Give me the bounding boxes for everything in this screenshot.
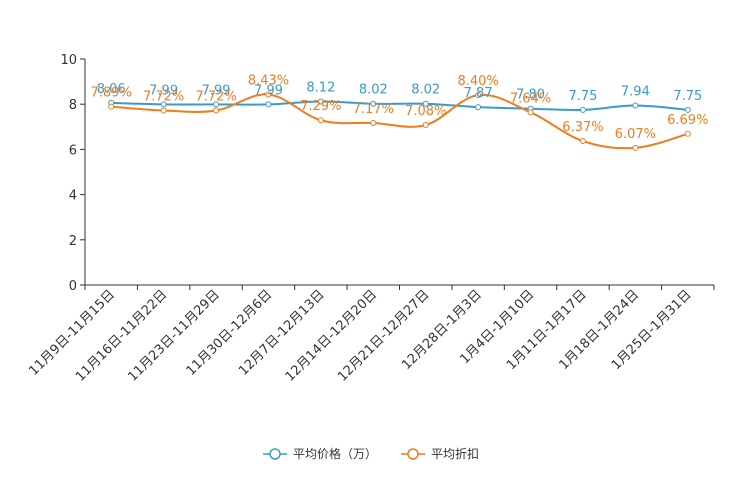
data-label: 6.37% — [562, 120, 603, 135]
y-tick-label: 2 — [69, 234, 77, 249]
data-point — [213, 101, 220, 108]
series-line-0 — [111, 100, 688, 111]
data-point — [370, 100, 377, 107]
x-tick-label: 11月9日-11月15日 — [26, 287, 118, 379]
data-point — [160, 101, 167, 108]
data-label: 7.08% — [405, 104, 446, 119]
series-layer — [108, 91, 691, 151]
series-line-1 — [111, 93, 689, 150]
data-point — [213, 107, 220, 114]
data-point — [160, 107, 167, 114]
data-label: 7.75 — [673, 89, 702, 104]
data-point — [475, 104, 482, 111]
data-label: 7.17% — [353, 102, 394, 117]
data-label: 8.40% — [457, 74, 498, 89]
data-label: 6.07% — [615, 127, 656, 142]
data-label: 7.72% — [195, 90, 236, 105]
data-labels: 8.06 7.99 7.99 7.99 8.12 8.02 8.02 7.87 7.80 7.75… — [91, 73, 709, 141]
data-point — [370, 119, 377, 126]
y-tick-label: 0 — [69, 279, 77, 294]
data-label: 7.75 — [568, 89, 597, 104]
y-tick-label: 8 — [69, 98, 77, 113]
x-tick-label: 11月23日-11月29日 — [125, 287, 222, 384]
y-tick-label: 6 — [69, 143, 77, 158]
data-point — [422, 121, 429, 128]
data-point — [632, 102, 639, 109]
data-label: 7.99 — [254, 83, 283, 98]
data-point — [108, 103, 115, 110]
data-label: 8.43% — [248, 73, 289, 88]
data-label: 7.87 — [464, 86, 493, 101]
data-point — [684, 130, 691, 137]
legend-item-1[interactable]: 平均折扣 — [401, 446, 479, 461]
x-tick-label: 12月14日-12月20日 — [283, 287, 380, 384]
data-point — [475, 92, 482, 99]
data-point — [265, 101, 272, 108]
data-label: 7.80 — [516, 88, 545, 103]
data-label: 7.99 — [149, 83, 178, 98]
data-point — [422, 100, 429, 107]
y-tick-label: 10 — [60, 53, 77, 68]
legend-label: 平均折扣 — [431, 446, 479, 461]
legend: 平均价格（万） 平均折扣 — [263, 446, 479, 461]
legend-label: 平均价格（万） — [293, 446, 377, 461]
data-point — [684, 106, 691, 113]
data-label: 7.72% — [143, 90, 184, 105]
legend-marker — [269, 448, 281, 460]
data-label: 7.64% — [510, 91, 551, 106]
data-point — [579, 138, 586, 145]
data-point — [317, 98, 324, 105]
legend-marker — [407, 448, 419, 460]
data-label: 8.02 — [411, 83, 440, 98]
data-point — [527, 109, 534, 116]
y-tick-label: 4 — [69, 189, 77, 204]
data-label: 8.12 — [306, 80, 335, 95]
data-point — [317, 117, 324, 124]
data-label: 7.94 — [621, 85, 650, 100]
data-label: 7.99 — [202, 83, 231, 98]
data-point — [579, 106, 586, 113]
data-label: 8.02 — [359, 83, 388, 98]
data-label: 6.69% — [667, 113, 708, 128]
data-point — [265, 91, 272, 98]
data-label: 7.89% — [91, 86, 132, 101]
data-point — [632, 144, 639, 151]
x-tick-label: 12月21日-12月27日 — [335, 287, 432, 384]
x-tick-label: 11月16日-11月22日 — [73, 287, 170, 384]
legend-item-0[interactable]: 平均价格（万） — [263, 446, 377, 461]
data-label: 8.06 — [97, 82, 126, 97]
data-label: 7.29% — [300, 99, 341, 114]
